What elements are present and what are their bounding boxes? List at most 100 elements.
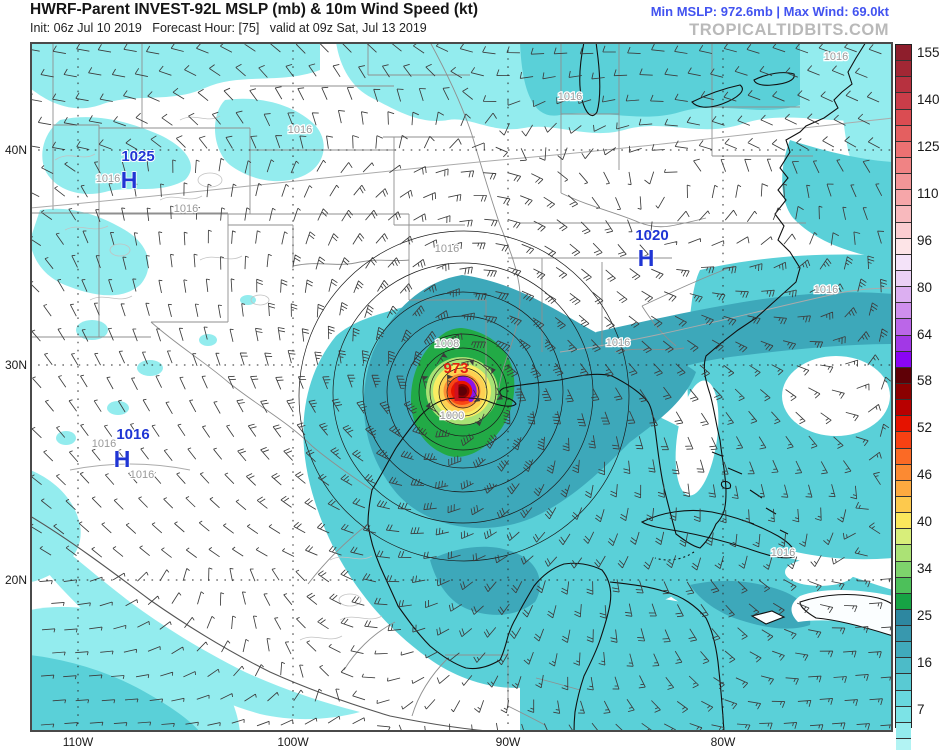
colorbar-tick-label: 25	[917, 608, 933, 623]
colorbar-segment	[896, 432, 911, 449]
isobar-value-label: 1000	[440, 410, 464, 422]
colorbar-segment	[896, 319, 911, 336]
isobar-value-label: 1008	[435, 338, 459, 350]
tropicaltidbits-watermark: TROPICALTIDBITS.COM	[689, 21, 889, 39]
colorbar-segment	[896, 626, 911, 643]
colorbar-tick-label: 64	[917, 327, 933, 342]
terrain-contours	[54, 115, 383, 641]
map-frame	[30, 42, 893, 732]
isobar-value-label: 1016	[92, 438, 116, 450]
high-pressure-H: H	[638, 245, 655, 271]
colorbar-segment	[896, 609, 911, 627]
colorbar-segment	[896, 722, 911, 740]
wind-speed-shading	[30, 42, 893, 732]
wind-speed-colorbar	[895, 44, 912, 750]
colorbar-segment	[896, 141, 911, 158]
colorbar-segment	[896, 593, 911, 610]
colorbar-segment	[896, 706, 911, 723]
high-pressure-value: 1016	[116, 426, 149, 443]
colorbar-segment	[896, 383, 911, 401]
colorbar-segment	[896, 93, 911, 110]
synoptic-isobars	[30, 117, 893, 471]
colorbar-segment	[896, 480, 911, 497]
colorbar-segment	[896, 303, 911, 320]
colorbar-segment	[896, 577, 911, 594]
colorbar-segment	[896, 690, 911, 707]
isobar-value-label: 1016	[96, 173, 120, 185]
colorbar-segment	[896, 739, 911, 750]
lon-axis-label: 110W	[62, 735, 94, 749]
storm-isobars	[298, 230, 630, 562]
isobar-value-label: 1016	[435, 243, 459, 255]
colorbar-segment	[896, 496, 911, 514]
colorbar-segment	[896, 658, 911, 675]
colorbar-segment	[896, 448, 911, 465]
forecast-map[interactable]: 1016101610161016101610161016101610161016…	[30, 42, 893, 732]
lon-axis-label: 100W	[277, 735, 309, 749]
high-pressure-H: H	[114, 446, 131, 472]
colorbar-segment	[896, 222, 911, 239]
purple-64kt-arc	[457, 376, 477, 403]
colorbar-tick-label: 46	[917, 467, 933, 482]
wind-barbs	[30, 42, 893, 732]
colorbar-segment	[896, 45, 911, 62]
isobar-value-label: 1016	[174, 203, 198, 215]
high-pressure-value: 1020	[635, 227, 668, 244]
isobar-value-label: 1016	[814, 284, 838, 296]
colorbar-segment	[896, 416, 911, 433]
low-pressure-L: L	[453, 377, 470, 407]
isobar-value-label: 1016	[288, 124, 312, 136]
colorbar-segment	[896, 464, 911, 481]
colorbar-segment	[896, 513, 911, 530]
lat-axis-label: 20N	[4, 573, 27, 587]
high-pressure-H: H	[121, 167, 138, 193]
colorbar-tick-label: 96	[917, 233, 933, 248]
lon-axis-label: 80W	[710, 735, 736, 749]
wind-barb-strokes	[30, 42, 893, 732]
colorbar-tick-label: 16	[917, 655, 933, 670]
high-pressure-value: 1025	[121, 148, 154, 165]
colorbar-tick-label: 40	[917, 514, 933, 529]
colorbar-tick-label: 7	[917, 702, 925, 717]
colorbar-segment	[896, 61, 911, 78]
colorbar-segment	[896, 157, 911, 175]
colorbar-segment	[896, 674, 911, 691]
colorbar-tick-label: 58	[917, 373, 933, 388]
colorbar-segment	[896, 529, 911, 546]
colorbar-segment	[896, 77, 911, 94]
lon-axis-label: 90W	[495, 735, 521, 749]
colorbar-segment	[896, 561, 911, 578]
colorbar-segment	[896, 254, 911, 271]
isobar-value-label: 1016	[606, 337, 630, 349]
isobar-value-label: 1016	[558, 91, 582, 103]
min-mslp-max-wind: Min MSLP: 972.6mb | Max Wind: 69.0kt	[650, 4, 889, 19]
colorbar-segment	[896, 270, 911, 288]
colorbar-tick-label: 34	[917, 561, 933, 576]
colorbar-tick-label: 80	[917, 280, 933, 295]
colorbar-segment	[896, 109, 911, 126]
colorbar-segment	[896, 400, 911, 417]
lat-axis-label: 40N	[4, 143, 27, 157]
colorbar-tick-label: 52	[917, 420, 933, 435]
colorbar-tick-label: 125	[917, 139, 940, 154]
isobar-value-label: 1016	[771, 547, 795, 559]
isobar-labels: 1016101610161016101610161016101610161016…	[91, 50, 850, 561]
map-subtitle: Init: 06z Jul 10 2019 Forecast Hour: [75…	[30, 21, 427, 35]
colorbar-tick-label: 155	[917, 45, 940, 60]
colorbar-segment	[896, 125, 911, 142]
colorbar-segment	[896, 351, 911, 368]
isobar-value-label: 1016	[824, 51, 848, 63]
isobar-value-label: 1016	[130, 469, 154, 481]
lat-axis-label: 30N	[4, 358, 27, 372]
map-title: HWRF-Parent INVEST-92L MSLP (mb) & 10m W…	[30, 1, 478, 18]
colorbar-segment	[896, 174, 911, 191]
colorbar-tick-label: 140	[917, 92, 940, 107]
colorbar-segment	[896, 642, 911, 659]
colorbar-segment	[896, 190, 911, 207]
colorbar-segment	[896, 545, 911, 562]
colorbar-segment	[896, 367, 911, 384]
colorbar-segment	[896, 238, 911, 255]
low-pressure-value: 973	[443, 360, 468, 377]
